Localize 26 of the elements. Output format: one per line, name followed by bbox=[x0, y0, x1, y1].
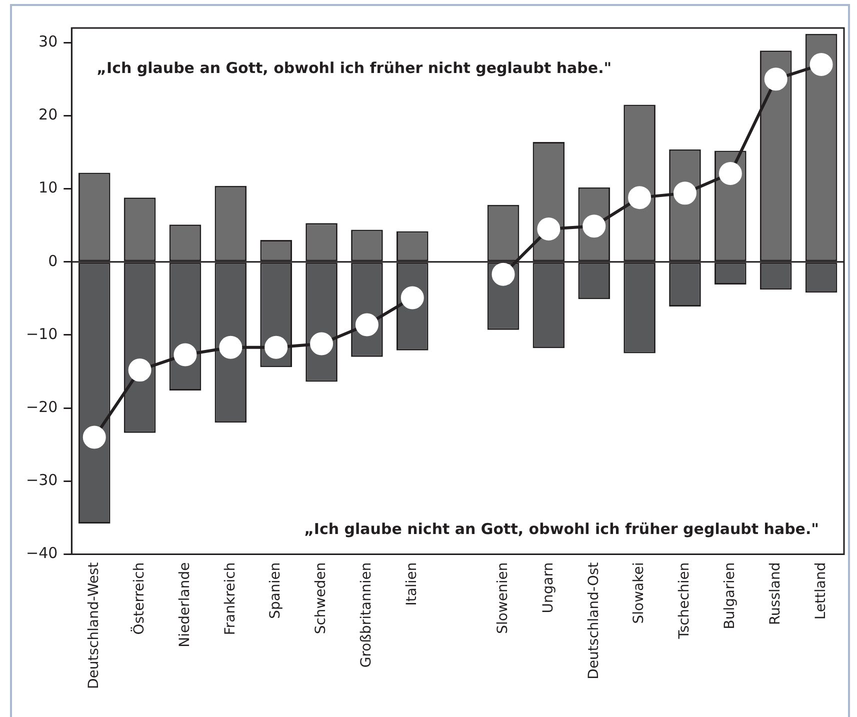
y-tick-label: 10 bbox=[38, 178, 58, 197]
y-tick-label: −20 bbox=[26, 398, 58, 416]
annotation: „Ich glaube nicht an Gott, obwohl ich früher geglaubt habe." bbox=[304, 520, 819, 538]
x-tick-label: Ungarn bbox=[540, 562, 556, 614]
annotation: „Ich glaube an Gott, obwohl ich früher nicht geglaubt habe." bbox=[96, 59, 612, 77]
x-tick-label: Großbritannien bbox=[358, 562, 375, 668]
y-tick-label: −10 bbox=[26, 324, 58, 343]
x-tick-label: Schweden bbox=[313, 562, 330, 634]
y-tick-label: −30 bbox=[26, 471, 58, 490]
x-tick-label: Russland bbox=[767, 562, 784, 626]
y-tick-label: 20 bbox=[38, 106, 58, 124]
x-tick-label: Tschechien bbox=[676, 562, 693, 640]
y-tick-label: −40 bbox=[26, 544, 58, 562]
y-tick-label: 30 bbox=[38, 32, 58, 51]
x-tick-label: Österreich bbox=[130, 562, 148, 635]
x-tick-label: Deutschland-West bbox=[86, 562, 102, 690]
x-tick-label: Slowakei bbox=[631, 562, 648, 624]
x-tick-label: Frankreich bbox=[222, 562, 238, 636]
x-tick-label: Italien bbox=[404, 562, 420, 606]
x-tick-label: Niederlande bbox=[176, 562, 193, 648]
x-tick-label: Deutschland-Ost bbox=[586, 562, 602, 680]
x-tick-label: Lettland bbox=[812, 562, 829, 620]
y-tick-label: 0 bbox=[48, 252, 58, 270]
x-tick-label: Spanien bbox=[268, 562, 284, 619]
x-tick-label: Slowenien bbox=[494, 562, 511, 634]
x-tick-label: Bulgarien bbox=[722, 562, 738, 630]
